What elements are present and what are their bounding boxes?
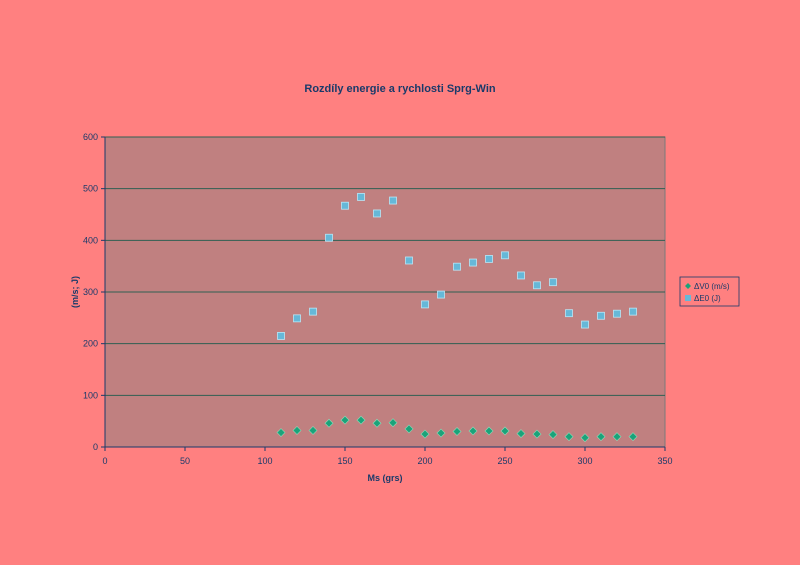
y-tick-label: 100 xyxy=(83,390,98,400)
x-tick-label: 50 xyxy=(180,456,190,466)
data-point xyxy=(468,426,478,436)
x-tick-label: 100 xyxy=(257,456,272,466)
data-point xyxy=(341,201,349,210)
legend-label: ΔV0 (m/s) xyxy=(694,282,730,291)
y-axis-title: (m/s; J) xyxy=(70,276,80,308)
data-point xyxy=(613,309,621,318)
data-point xyxy=(628,432,638,442)
legend-marker xyxy=(685,295,691,301)
data-point xyxy=(597,311,605,320)
data-point xyxy=(517,271,525,280)
y-tick-label: 400 xyxy=(83,235,98,245)
data-point xyxy=(293,314,301,323)
chart-title: Rozdíly energie a rychlosti Sprg-Win xyxy=(304,83,495,95)
gridlines xyxy=(105,136,665,396)
y-tick-label: 600 xyxy=(83,132,98,142)
x-tick-label: 150 xyxy=(337,456,352,466)
data-point xyxy=(485,255,493,263)
legend-box xyxy=(679,276,740,307)
data-point xyxy=(389,196,397,205)
data-point xyxy=(453,262,461,271)
data-point xyxy=(340,415,350,425)
data-point xyxy=(564,432,574,442)
data-points xyxy=(276,193,638,443)
y-tick-label: 0 xyxy=(93,442,98,452)
series-2 xyxy=(277,193,637,340)
data-point xyxy=(484,426,494,436)
x-tick-label: 250 xyxy=(497,456,512,466)
data-point xyxy=(420,429,430,439)
x-tick-label: 200 xyxy=(417,456,432,466)
data-point xyxy=(629,307,637,316)
data-point xyxy=(277,332,285,340)
x-tick-label: 300 xyxy=(577,456,592,466)
data-point xyxy=(501,251,509,260)
series-1 xyxy=(276,415,638,443)
data-point xyxy=(436,428,446,438)
y-tick-label: 200 xyxy=(83,339,98,349)
data-point xyxy=(308,426,318,435)
y-tick-label: 500 xyxy=(83,184,98,194)
data-point xyxy=(533,281,541,290)
y-axis-ticks: 0 100 200 300 400 500 600 xyxy=(83,132,105,452)
data-point xyxy=(325,233,333,242)
data-point xyxy=(388,418,398,428)
x-tick-label: 0 xyxy=(102,456,107,466)
data-point xyxy=(357,193,365,201)
x-axis-ticks: 0 50 100 150 200 250 300 350 xyxy=(102,447,673,466)
data-point xyxy=(612,432,622,442)
data-point xyxy=(356,415,366,425)
legend-item: ΔV0 (m/s) xyxy=(685,282,730,291)
data-point xyxy=(580,433,590,443)
data-point xyxy=(292,426,302,435)
data-point xyxy=(596,432,606,442)
legend-item: ΔE0 (J) xyxy=(685,294,721,303)
data-point xyxy=(516,429,526,438)
data-point xyxy=(581,320,589,329)
data-point xyxy=(309,307,317,316)
data-point xyxy=(549,278,557,287)
data-point xyxy=(548,430,558,440)
data-point xyxy=(324,418,334,428)
data-point xyxy=(437,290,445,299)
x-axis-title: Ms (grs) xyxy=(367,473,402,483)
data-point xyxy=(469,258,477,267)
data-point xyxy=(421,300,429,309)
legend-label: ΔE0 (J) xyxy=(694,294,721,303)
legend: ΔV0 (m/s) ΔE0 (J) xyxy=(679,276,740,307)
data-point xyxy=(565,309,573,318)
data-point xyxy=(500,426,510,436)
legend-marker xyxy=(685,283,691,289)
data-point xyxy=(404,424,414,434)
data-point xyxy=(452,427,462,436)
data-point xyxy=(532,429,542,439)
x-tick-label: 350 xyxy=(657,456,672,466)
data-point xyxy=(405,256,413,265)
y-tick-label: 300 xyxy=(83,287,98,297)
data-point xyxy=(276,428,286,437)
data-point xyxy=(373,209,381,218)
data-point xyxy=(372,418,382,428)
